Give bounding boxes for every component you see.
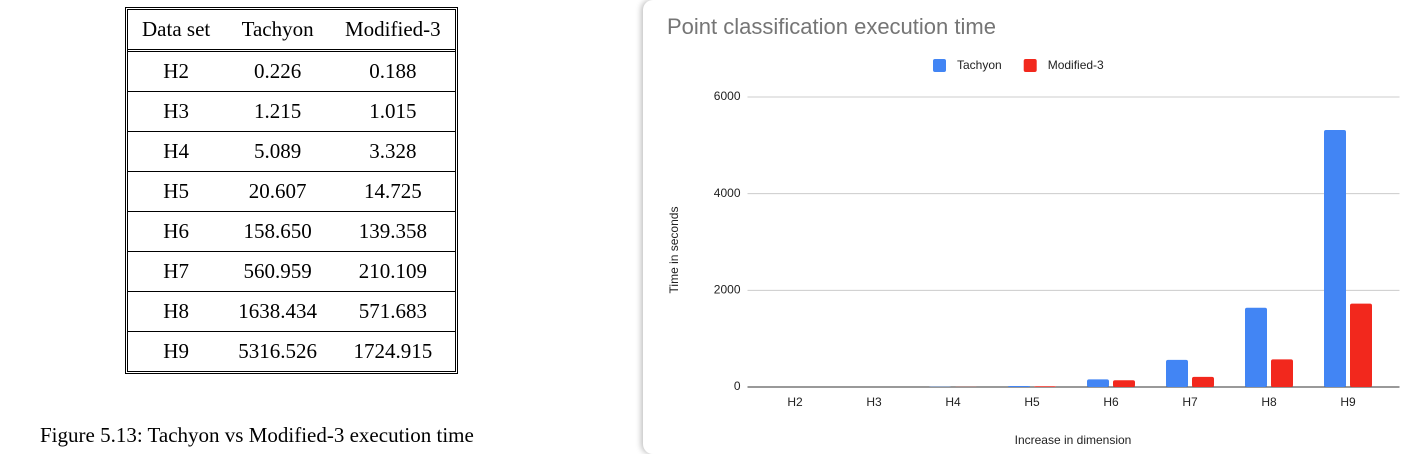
legend-swatch — [1023, 59, 1037, 72]
table-cell: H8 — [128, 292, 225, 332]
legend-label: Modified-3 — [1048, 58, 1104, 72]
bar — [1008, 386, 1030, 387]
y-tick-label: 6000 — [714, 89, 741, 103]
table-cell: 571.683 — [330, 292, 455, 332]
bar — [1245, 307, 1267, 387]
table-cell: H7 — [128, 252, 225, 292]
table-cell: 0.188 — [330, 52, 455, 92]
bar — [1324, 130, 1346, 387]
chart: Point classification execution time Incr… — [667, 14, 1400, 447]
table-row: H3 1.215 1.015 — [128, 92, 455, 132]
bar — [1087, 379, 1109, 387]
x-axis-label: Increase in dimension — [1015, 433, 1132, 447]
table-row: H8 1638.434 571.683 — [128, 292, 455, 332]
x-tick-label: H2 — [787, 395, 803, 409]
table-row: H5 20.607 14.725 — [128, 172, 455, 212]
table-cell: 210.109 — [330, 252, 455, 292]
table-cell: H9 — [163, 339, 189, 363]
table-cell: 3.328 — [330, 132, 455, 172]
x-tick-label: H6 — [1103, 395, 1119, 409]
table-cell: 139.358 — [330, 212, 455, 252]
table-cell: Tachyon — [224, 10, 331, 52]
table-cell: 20.607 — [224, 172, 331, 212]
data-table: Data set Tachyon Modified-3 H2 0.226 0.188 H3 1… — [125, 7, 458, 374]
x-tick-label: H3 — [866, 395, 882, 409]
y-tick-label: 2000 — [714, 283, 741, 297]
table-cell: Data set — [128, 10, 225, 52]
bar — [1271, 359, 1293, 387]
bar — [1192, 376, 1214, 387]
x-tick-label: H4 — [945, 395, 961, 409]
table-cell: 1724.915 — [353, 339, 433, 363]
table-cell: 5316.526 — [238, 339, 317, 363]
table-cell: H4 — [128, 132, 225, 172]
chart-title: Point classification execution time — [667, 14, 996, 39]
y-tick-label: 0 — [734, 379, 741, 393]
table-row: H9 5316.526 1724.915 — [128, 332, 455, 371]
table-cell: H3 — [128, 92, 225, 132]
table-row: Data set Tachyon Modified-3 — [128, 10, 455, 52]
table-cell: Modified-3 — [330, 10, 455, 52]
table-cell: 1.015 — [330, 92, 455, 132]
legend-label: Tachyon — [957, 58, 1002, 72]
table-row: H7 560.959 210.109 — [128, 252, 455, 292]
table-cell: H6 — [128, 212, 225, 252]
table-row: H4 5.089 3.328 — [128, 132, 455, 172]
x-tick-label: H9 — [1340, 395, 1356, 409]
legend-swatch — [933, 59, 946, 72]
table-cell: 0.226 — [224, 52, 331, 92]
table-row: H2 0.226 0.188 — [128, 52, 455, 92]
x-tick-label: H5 — [1024, 395, 1040, 409]
bar — [1034, 386, 1056, 387]
figure-caption: Figure 5.13: Tachyon vs Modified-3 execu… — [40, 423, 474, 447]
table-row: H6 158.650 139.358 — [128, 212, 455, 252]
x-tick-label: H8 — [1261, 395, 1277, 409]
bar — [1350, 303, 1372, 387]
table-cell: 14.725 — [330, 172, 455, 212]
bar — [1166, 359, 1188, 387]
table-cell: 158.650 — [224, 212, 331, 252]
x-tick-label: H7 — [1182, 395, 1198, 409]
table-cell: H5 — [128, 172, 225, 212]
chart-card: Point classification execution time Incr… — [643, 0, 1408, 454]
table-cell: H2 — [128, 52, 225, 92]
y-axis-label: Time in seconds — [667, 207, 681, 294]
table-cell: 560.959 — [224, 252, 331, 292]
bar — [1113, 380, 1135, 387]
table-cell: 5.089 — [224, 132, 331, 172]
y-tick-label: 4000 — [714, 186, 741, 200]
table-cell: 1638.434 — [224, 292, 331, 332]
table-cell: 1.215 — [224, 92, 331, 132]
